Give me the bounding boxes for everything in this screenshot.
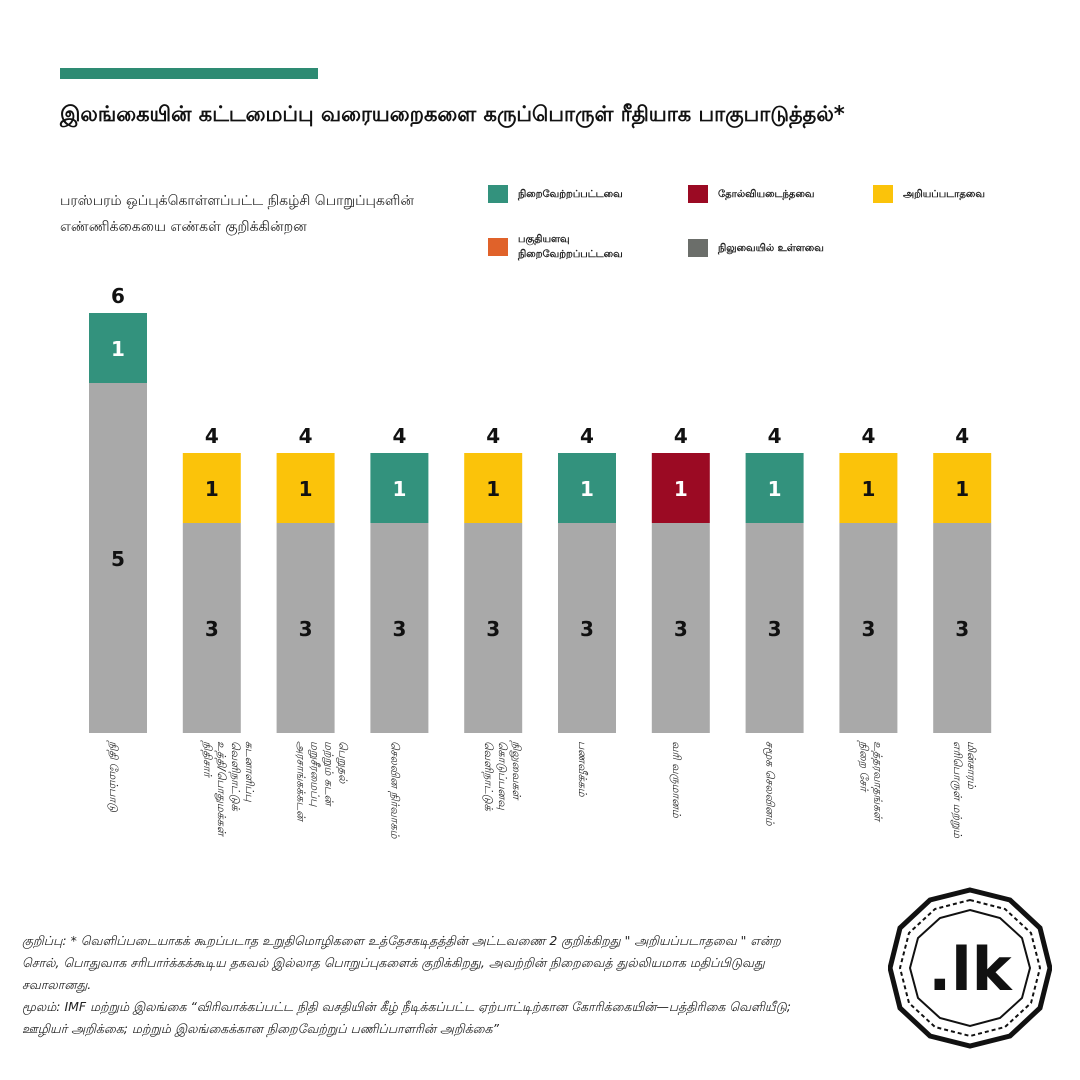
chart-subtitle: பரஸ்பரம் ஒப்புக்கொள்ளப்பட்ட நிகழ்சி பொறு…	[60, 193, 414, 235]
legend-swatch	[488, 185, 508, 203]
bar-value-label: 1	[299, 477, 313, 501]
x-tick-label: நிதி மேம்பாடு	[106, 740, 120, 813]
legend-label: பகுதியளவு நிறைவேற்றப்பட்டவை	[518, 234, 623, 260]
bar-value-label: 1	[955, 477, 969, 501]
x-tick-label: வெளிநாட்டுக்கொடுப்பனவுநிலுவைகள்	[481, 740, 523, 812]
bar-segment-pending	[370, 523, 429, 733]
legend-item-partial: பகுதியளவு நிறைவேற்றப்பட்டவை	[488, 232, 668, 262]
bar-segment-pending	[464, 523, 523, 733]
bar-total-label: 4	[768, 424, 782, 448]
x-tick-label: பணவீக்கம்	[576, 741, 589, 798]
bar-value-label: 3	[768, 617, 782, 641]
bar-segment-status	[182, 453, 241, 523]
bar-value-label: 3	[486, 617, 500, 641]
bar-segment-status	[651, 453, 710, 523]
accent-bar	[60, 68, 318, 79]
lk-logo: .lk	[888, 887, 1052, 1049]
bar-total-label: 4	[955, 424, 969, 448]
logo-text: .lk	[928, 935, 1013, 1005]
bar-value-label: 3	[205, 617, 219, 641]
bar-total-label: 6	[111, 284, 125, 308]
legend-swatch	[873, 185, 893, 203]
bar-total-label: 4	[205, 424, 219, 448]
stacked-bar-chart: 5 1 6 நிதி மேம்பாடு 3 1 4 நிதிசார்உத்தி/பொதுமக்…	[89, 284, 992, 840]
legend-label: தோல்வியடைந்தவை	[718, 188, 815, 200]
bar-value-label: 1	[392, 477, 406, 501]
bar-segment-status	[89, 313, 147, 383]
bar-value-label: 3	[392, 617, 406, 641]
legend-swatch	[488, 238, 508, 256]
bar-segment-pending	[182, 523, 241, 733]
bar-total-label: 4	[392, 424, 406, 448]
legend-swatch	[688, 185, 708, 203]
bar-value-label: 3	[299, 617, 313, 641]
bar-total-label: 4	[861, 424, 875, 448]
bar-value-label: 3	[955, 617, 969, 641]
bar-segment-pending	[276, 523, 335, 733]
bar-value-label: 1	[674, 477, 688, 501]
footer-note: குறிப்பு: * வெளிப்படையாகக் கூறப்படாத உறு…	[22, 933, 781, 992]
bar-segment-status	[933, 453, 992, 523]
x-tick-label: செலவின நிர்வாகம்	[387, 741, 401, 840]
x-tick-label: எரிபொருள் மற்றும்மின்சாரம்	[950, 741, 978, 839]
bar-value-label: 3	[861, 617, 875, 641]
bar-segment-status	[370, 453, 429, 523]
bar-value-label: 1	[205, 477, 219, 501]
x-tick-label: நிதிசார்உத்தி/பொதுமக்கள்வெளிநாட்டுக்கடனா…	[200, 740, 256, 838]
bar-segment-pending	[558, 523, 616, 733]
bar-total-label: 4	[299, 424, 313, 448]
bar-total-label: 4	[674, 424, 688, 448]
bar-value-label: 3	[580, 617, 594, 641]
bar-segment-pending	[651, 523, 710, 733]
bar-total-label: 4	[486, 424, 500, 448]
footer: குறிப்பு: * வெளிப்படையாகக் கூறப்படாத உறு…	[22, 930, 822, 1040]
bar-segment-status	[839, 453, 898, 523]
x-tick-label: சமூக செலவினம்	[763, 741, 777, 827]
bar-segment-status	[558, 453, 616, 523]
bar-value-label: 5	[111, 547, 125, 571]
bar-value-label: 1	[486, 477, 500, 501]
bar-value-label: 1	[861, 477, 875, 501]
legend-item-unknown: அறியப்படாதவை	[873, 185, 985, 203]
bar-segment-pending	[89, 383, 147, 733]
legend-swatch	[688, 239, 708, 257]
bar-value-label: 3	[674, 617, 688, 641]
bar-total-label: 4	[580, 424, 594, 448]
bar-segment-pending	[933, 523, 992, 733]
bar-segment-status	[745, 453, 804, 523]
legend-item-pending: நிலுவையில் உள்ளவை	[688, 239, 824, 257]
bar-segment-status	[464, 453, 523, 523]
bar-value-label: 1	[580, 477, 594, 501]
x-tick-label: வரி வருமானம்	[669, 741, 683, 819]
legend-item-failed: தோல்வியடைந்தவை	[688, 185, 814, 203]
legend-label: அறியப்படாதவை	[903, 188, 985, 200]
chart-title: இலங்கையின் கட்டமைப்பு வரையறைகளை கருப்பொர…	[60, 102, 845, 126]
legend-label: நிலுவையில் உள்ளவை	[718, 242, 824, 254]
bar-value-label: 1	[768, 477, 782, 501]
x-tick-label: அரசாங்கக்கடன்மறுசீரமைப்புமற்றும் கடன்பெற…	[295, 741, 350, 822]
bar-segment-pending	[839, 523, 898, 733]
bar-segment-status	[276, 453, 335, 523]
legend-item-completed: நிறைவேற்றப்பட்டவை	[488, 185, 623, 203]
bar-segment-pending	[745, 523, 804, 733]
legend-label: நிறைவேற்றப்பட்டவை	[518, 188, 623, 200]
x-tick-label: நிறை சேர்உத்தரவாதங்கள்	[856, 740, 884, 823]
footer-source: மூலம்: IMF மற்றும் இலங்கை “விரிவாக்கப்பட…	[22, 999, 791, 1036]
bar-value-label: 1	[111, 337, 125, 361]
